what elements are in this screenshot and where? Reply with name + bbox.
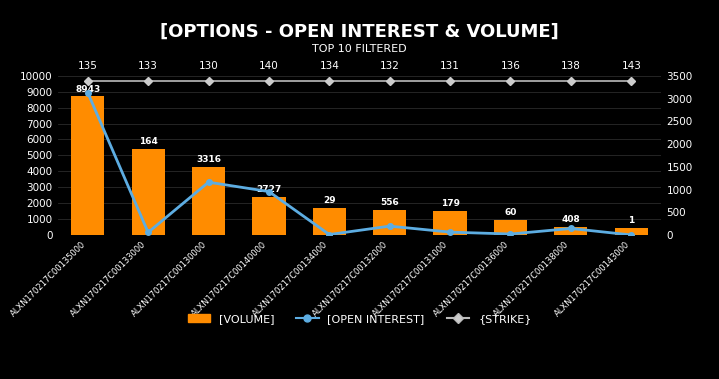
Text: 1: 1 <box>628 216 634 226</box>
Text: 179: 179 <box>441 199 459 208</box>
Bar <box>434 211 467 235</box>
Text: 29: 29 <box>323 196 336 205</box>
Legend: [VOLUME], [OPEN INTEREST], {STRIKE}: [VOLUME], [OPEN INTEREST], {STRIKE} <box>183 309 536 328</box>
Bar <box>192 166 225 235</box>
Text: 164: 164 <box>139 137 157 146</box>
Text: 408: 408 <box>562 216 580 224</box>
Bar <box>373 210 406 235</box>
Bar <box>554 227 587 235</box>
Text: 8943: 8943 <box>75 85 101 94</box>
Bar <box>132 149 165 235</box>
Bar <box>615 228 648 235</box>
Bar <box>313 208 346 235</box>
Bar <box>494 220 527 235</box>
Text: 60: 60 <box>504 208 517 217</box>
Bar <box>252 197 285 235</box>
Bar <box>71 97 104 235</box>
Text: TOP 10 FILTERED: TOP 10 FILTERED <box>312 44 407 53</box>
Title: [OPTIONS - OPEN INTEREST & VOLUME]: [OPTIONS - OPEN INTEREST & VOLUME] <box>160 23 559 41</box>
Text: 556: 556 <box>380 197 399 207</box>
Text: 3316: 3316 <box>196 155 221 164</box>
Text: 2727: 2727 <box>256 185 282 194</box>
